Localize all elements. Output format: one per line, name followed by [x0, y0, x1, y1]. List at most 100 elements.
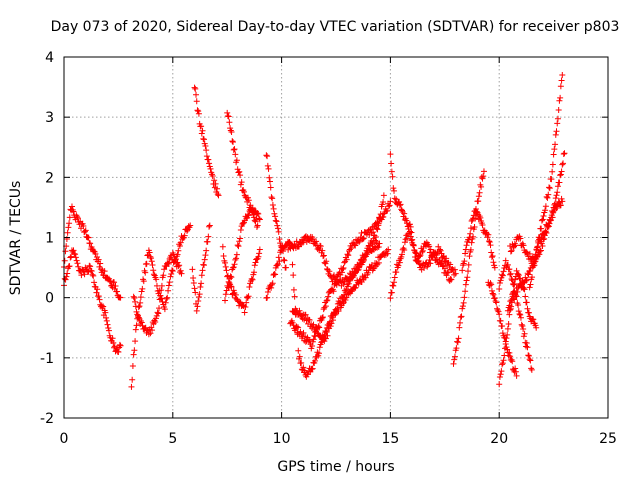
data-point: [102, 309, 109, 316]
data-point: [485, 231, 492, 238]
data-point: [525, 352, 532, 359]
data-point: [229, 138, 236, 145]
data-point: [237, 235, 244, 242]
data-point: [520, 325, 527, 332]
data-point: [88, 268, 95, 275]
data-point: [306, 337, 313, 344]
data-point: [401, 210, 408, 217]
series-p803-track-o: [289, 246, 392, 345]
data-point: [454, 338, 461, 345]
data-point: [176, 269, 183, 276]
data-point: [532, 253, 539, 260]
data-point: [87, 240, 94, 247]
data-point: [542, 207, 549, 214]
data-point: [184, 227, 191, 234]
data-point: [549, 161, 556, 168]
data-point: [297, 328, 304, 335]
data-point: [523, 277, 530, 284]
data-point: [251, 262, 258, 269]
data-point: [100, 303, 107, 310]
data-point: [559, 161, 566, 168]
data-point: [519, 284, 526, 291]
data-point: [237, 226, 244, 233]
data-point: [462, 250, 469, 257]
data-point: [306, 316, 313, 323]
data-point: [486, 238, 493, 245]
data-point: [483, 230, 490, 237]
data-point: [390, 185, 397, 192]
data-point: [130, 351, 137, 358]
series-p803-track-q: [387, 221, 455, 302]
data-point: [456, 324, 463, 331]
data-point: [459, 262, 466, 269]
data-point: [160, 272, 167, 279]
series-p803-track-f: [189, 222, 213, 314]
data-point: [225, 284, 232, 291]
data-point: [269, 202, 276, 209]
data-point: [496, 280, 503, 287]
data-point: [339, 266, 346, 273]
data-point: [64, 270, 71, 277]
data-point: [323, 329, 330, 336]
data-point: [458, 313, 465, 320]
data-point: [522, 293, 529, 300]
data-point: [270, 205, 277, 212]
data-point: [272, 271, 279, 278]
data-point: [312, 357, 319, 364]
data-point: [492, 298, 499, 305]
data-point: [67, 254, 74, 261]
data-point: [312, 329, 319, 336]
data-point: [201, 256, 208, 263]
data-point: [388, 160, 395, 167]
data-point: [499, 361, 506, 368]
data-point: [256, 215, 263, 222]
data-point: [219, 243, 226, 250]
data-point: [496, 381, 503, 388]
data-point: [345, 276, 352, 283]
data-point: [550, 151, 557, 158]
data-point: [478, 174, 485, 181]
data-point: [162, 299, 169, 306]
data-point: [74, 260, 81, 267]
data-point: [557, 202, 564, 209]
data-point: [131, 347, 138, 354]
data-point: [387, 295, 394, 302]
data-point: [319, 314, 326, 321]
data-point: [300, 364, 307, 371]
data-point: [455, 335, 462, 342]
data-point: [193, 98, 200, 105]
data-point: [375, 244, 382, 251]
series-p803-track-v: [496, 257, 535, 373]
data-point: [272, 217, 279, 224]
data-point: [148, 258, 155, 265]
data-point: [300, 329, 307, 336]
data-point: [139, 285, 146, 292]
data-point: [552, 141, 559, 148]
data-point: [235, 169, 242, 176]
data-point: [524, 305, 531, 312]
data-point: [87, 263, 94, 270]
y-tick-label: 3: [45, 110, 54, 126]
data-point: [254, 210, 261, 217]
data-point: [533, 324, 540, 331]
data-point: [91, 279, 98, 286]
data-point: [560, 160, 567, 167]
data-point: [398, 206, 405, 213]
data-point: [539, 216, 546, 223]
data-point: [448, 276, 455, 283]
data-point: [556, 97, 563, 104]
data-point: [464, 274, 471, 281]
data-point: [498, 368, 505, 375]
data-point: [97, 260, 104, 267]
data-point: [387, 151, 394, 158]
data-point: [274, 260, 281, 267]
data-point: [345, 252, 352, 259]
data-point: [521, 330, 528, 337]
data-point: [222, 263, 229, 270]
data-point: [513, 267, 520, 274]
data-point: [494, 305, 501, 312]
data-point: [187, 222, 194, 229]
data-point: [531, 262, 538, 269]
data-point: [542, 228, 549, 235]
data-point: [228, 274, 235, 281]
